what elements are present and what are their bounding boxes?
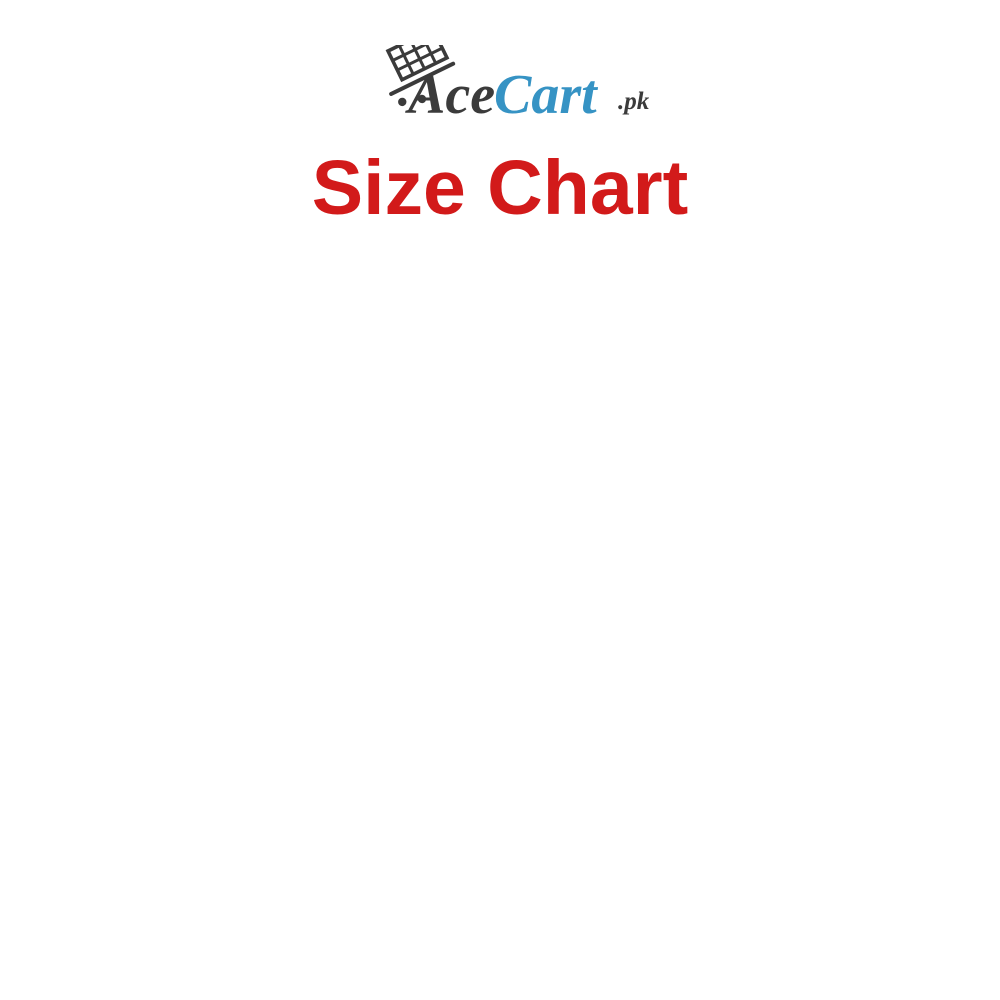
svg-text:.pk: .pk: [618, 88, 650, 115]
svg-text:Cart: Cart: [494, 64, 598, 125]
svg-text:Ace: Ace: [405, 64, 495, 125]
